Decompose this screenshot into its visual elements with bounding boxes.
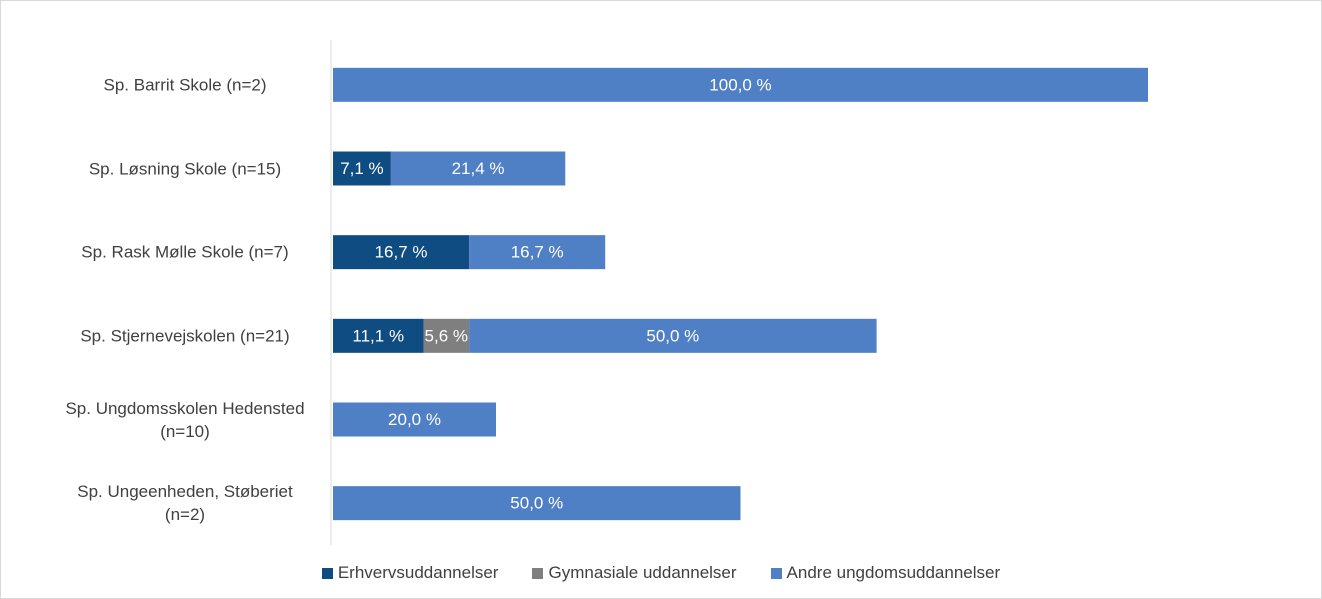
category-label: Sp. Rask Mølle Skole (n=7) xyxy=(81,242,289,262)
bar-segment xyxy=(333,318,424,353)
legend-label: Andre ungdomsuddannelser xyxy=(786,563,1001,582)
legend-label: Gymnasiale uddannelser xyxy=(548,563,737,582)
legend-item: Erhvervsuddannelser xyxy=(321,563,499,583)
legend-label: Erhvervsuddannelser xyxy=(337,563,499,582)
legend-swatch xyxy=(770,567,782,579)
data-label: 16,7 % xyxy=(511,243,564,262)
bar-segment xyxy=(333,67,1148,102)
category-label: Sp. Ungeenheden, Støberiet (n=2) xyxy=(77,482,293,525)
bar-segment xyxy=(469,235,606,270)
data-label: 20,0 % xyxy=(388,410,441,429)
data-label: 11,1 % xyxy=(352,326,404,345)
bar-segment xyxy=(333,151,391,186)
data-label: 50,0 % xyxy=(646,326,699,345)
legend: Erhvervsuddannelser Gymnasiale uddannelse… xyxy=(0,563,1322,583)
data-label: 5,6 % xyxy=(425,326,468,345)
bar-segment xyxy=(333,486,741,521)
data-label: 50,0 % xyxy=(510,494,563,513)
data-label: 16,7 % xyxy=(375,243,428,262)
legend-item: Gymnasiale uddannelser xyxy=(532,563,737,583)
legend-swatch xyxy=(532,567,544,579)
category-label: Sp. Ungdomsskolen Hedensted (n=10) xyxy=(65,398,305,441)
bar-segment xyxy=(390,151,566,186)
bar-segment xyxy=(333,235,470,270)
category-label: Sp. Løsning Skole (n=15) xyxy=(88,159,282,178)
data-label: 21,4 % xyxy=(452,159,505,178)
legend-item: Andre ungdomsuddannelser xyxy=(770,563,1001,583)
category-label: Sp. Barrit Skole (n=2) xyxy=(103,75,267,95)
category-label: Sp. Stjernevejskolen (n=21) xyxy=(80,326,290,346)
data-label: 100,0 % xyxy=(709,75,771,94)
legend-swatch xyxy=(321,567,333,579)
bar-segment xyxy=(333,402,496,437)
bar-segment xyxy=(423,318,470,353)
data-label: 7,1 % xyxy=(340,159,383,178)
bar-segment xyxy=(469,318,877,353)
